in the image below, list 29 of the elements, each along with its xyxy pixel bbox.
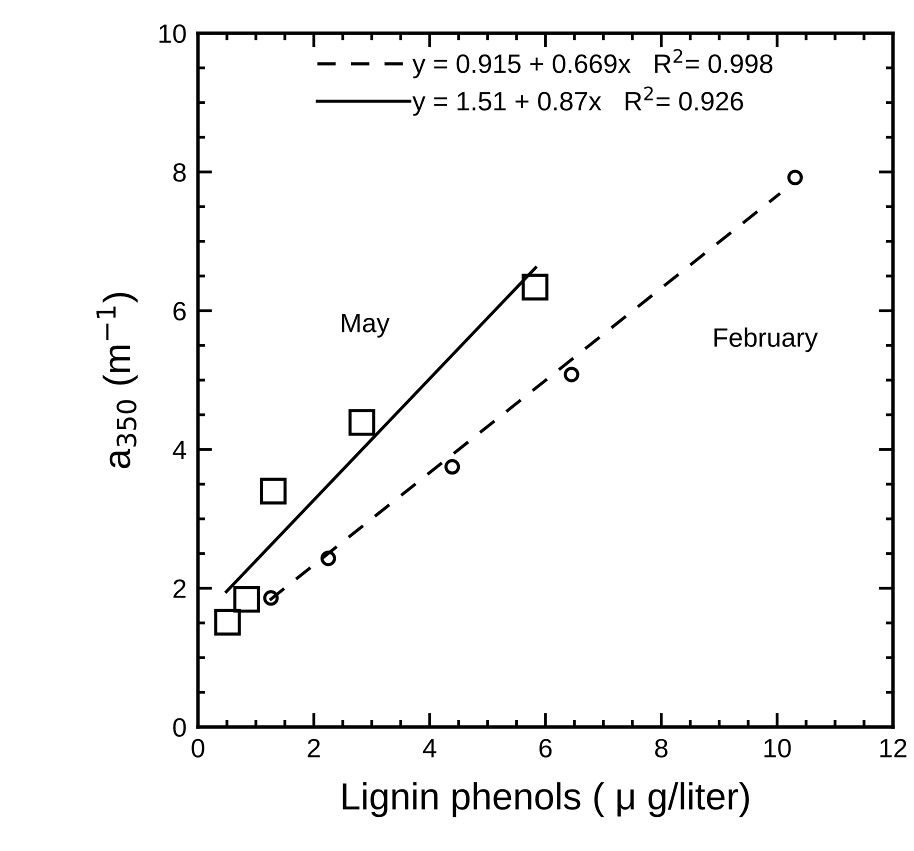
point — [564, 366, 580, 382]
y-tick-label: 2 — [174, 579, 186, 598]
y-tick-label: 8 — [173, 163, 186, 182]
point — [214, 608, 241, 636]
x-tick-label: 6 — [539, 738, 552, 758]
y-axis-title: a$_{350}$ (m$^{−1}$) — [96, 292, 138, 468]
y-tick-label: 6 — [174, 302, 186, 321]
x-tick-label: 2 — [308, 738, 320, 758]
point — [348, 409, 376, 436]
point — [522, 274, 548, 300]
x-tick-label: 8 — [655, 738, 668, 758]
annotation: February — [714, 328, 818, 352]
x-axis-title: Lignin phenols ( μ g/liter) — [342, 782, 749, 818]
point — [260, 478, 287, 504]
x-tick-label: 12 — [880, 738, 906, 758]
y-tick-label: 4 — [172, 440, 186, 460]
x-tick-label: 4 — [422, 739, 436, 758]
x-tick-label: 0 — [192, 738, 204, 758]
point — [233, 586, 260, 613]
y-tick-label: 0 — [173, 718, 186, 737]
legend-label: y = 1.51 + 0.87x R$^{2}$= 0.926 — [412, 86, 743, 116]
x-tick-label: 10 — [764, 738, 791, 758]
point — [320, 550, 336, 566]
legend-label: y = 0.915 + 0.669x R$^{2}$= 0.998 — [412, 49, 772, 78]
y-tick-label: 10 — [160, 24, 186, 44]
point — [787, 170, 803, 186]
point — [263, 590, 279, 606]
annotation: May — [342, 314, 390, 338]
point — [444, 459, 460, 475]
